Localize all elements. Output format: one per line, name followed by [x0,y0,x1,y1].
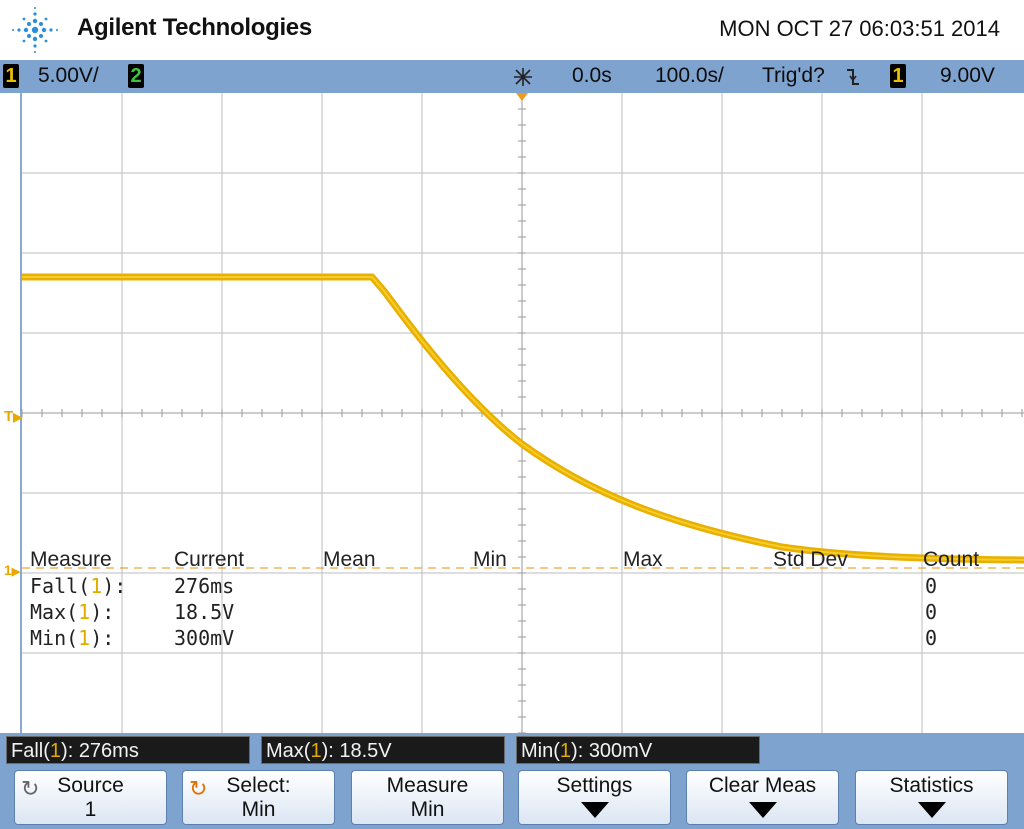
readout-channel: 1 [49,740,62,762]
col-min: Min [473,548,507,571]
table-row: Min(1): [30,626,115,650]
row-channel: 1 [78,600,91,624]
readout-channel: 1 [310,740,322,762]
row-current: 18.5V [174,600,235,624]
ch1-ground-marker: 1▶ [4,562,21,578]
trigger-marker-label: T [4,408,14,425]
softkey-bar: ↻ Source 1 ↻ Select: Min Measure Min Set… [0,766,1024,829]
table-row: Fall(1): [30,574,127,598]
trigger-level: 9.00V [940,64,995,87]
row-name: Min [30,626,67,650]
ch1-waveform [22,273,1024,564]
measurement-readout-bar: Fall(1): 276ms Max(1): 18.5V Min(1): 300… [0,733,1024,766]
softkey-value: Min [410,798,445,821]
readout-value: 300mV [588,740,653,762]
select-softkey[interactable]: ↻ Select: Min [182,770,335,825]
readout-min: Min(1): 300mV [516,736,760,764]
time-offset: 0.0s [572,64,612,87]
ch1-indicator[interactable]: 1 [3,64,19,88]
softkey-label: Source [57,774,124,797]
trigger-time-marker [516,93,528,101]
col-max: Max [623,548,663,571]
clear-meas-softkey[interactable]: Clear Meas [686,770,839,825]
ch2-indicator[interactable]: 2 [128,64,144,88]
rotate-knob-icon: ↻ [21,776,40,801]
col-std-dev: Std Dev [773,548,848,571]
ground-marker-label: 1 [4,562,12,578]
row-current: 300mV [174,626,235,650]
row-count: 0 [925,600,938,624]
readout-fall: Fall(1): 276ms [6,736,250,764]
softkey-label: Select: [226,774,291,797]
softkey-label: Clear Meas [708,774,817,797]
readout-name: Max [266,740,304,762]
col-measure: Measure [30,548,112,571]
row-name: Fall [30,574,79,598]
table-row: Max(1): [30,600,115,624]
softkey-value: 1 [84,798,97,821]
row-channel: 1 [78,626,91,650]
readout-channel: 1 [559,740,572,762]
agilent-logo-icon [12,7,58,53]
readout-name: Fall [11,740,44,762]
trigger-level-marker: T▶ [4,408,23,425]
time-reference-icon [514,68,532,86]
rotate-knob-icon: ↻ [189,776,208,801]
falling-edge-icon [847,69,859,85]
softkey-label: Statistics [889,774,974,797]
readout-value: 18.5V [339,740,392,762]
col-current: Current [174,548,245,571]
readout-name: Min [521,740,554,762]
ch1-scale: 5.00V/ [38,64,99,87]
row-count: 0 [925,574,938,598]
readout-max: Max(1): 18.5V [261,736,505,764]
source-softkey[interactable]: ↻ Source 1 [14,770,167,825]
settings-softkey[interactable]: Settings [518,770,671,825]
row-name: Max [30,600,67,624]
graticule [22,93,1024,733]
measure-softkey[interactable]: Measure Min [351,770,504,825]
row-channel: 1 [90,574,103,598]
col-mean: Mean [323,548,376,571]
arrow-down-icon [748,802,777,818]
softkey-value: Min [241,798,276,821]
waveform-display[interactable]: Measure Current Mean Min Max Std Dev Cou… [20,93,1024,733]
statistics-softkey[interactable]: Statistics [855,770,1008,825]
date-time: MON OCT 27 06:03:51 2014 [719,16,1000,41]
arrow-down-icon [917,802,946,818]
arrow-down-icon [580,802,609,818]
row-current: 276ms [174,574,235,598]
trigger-status: Trig'd? [762,64,825,87]
time-base: 100.0s/ [655,64,724,87]
status-bar: 1 5.00V/ 2 0.0s 100.0s/ Trig'd? 1 9.00V [0,60,1024,93]
softkey-label: Settings [556,774,633,797]
header: Agilent Technologies MON OCT 27 06:03:51… [0,0,1024,60]
row-count: 0 [925,626,938,650]
brand-name: Agilent Technologies [77,14,312,41]
readout-value: 276ms [78,740,139,762]
col-count: Count [923,548,980,571]
trigger-source-indicator[interactable]: 1 [890,64,906,88]
softkey-label: Measure [386,774,469,797]
